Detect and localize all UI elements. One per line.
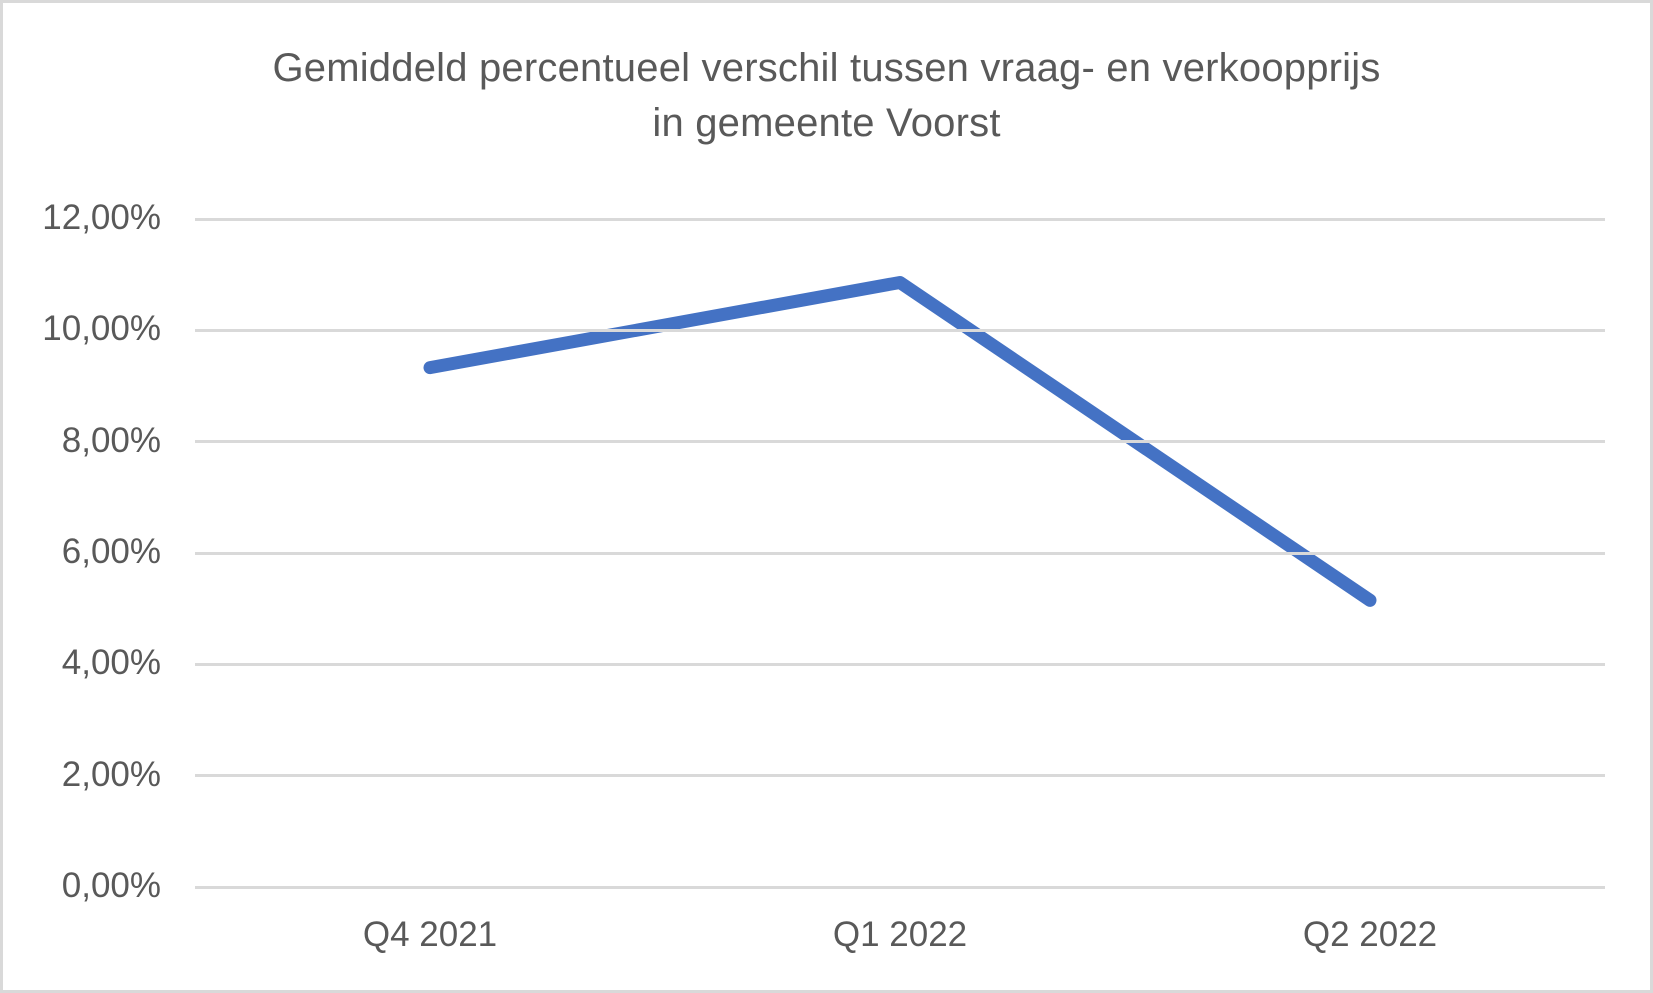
x-axis-tick-label: Q4 2021 <box>362 915 498 954</box>
chart-title-line2: in gemeente Voorst <box>652 101 1001 146</box>
series-line <box>423 275 1377 607</box>
x-axis-tick-label: Q2 2022 <box>1302 915 1438 954</box>
y-axis-tick-label: 12,00% <box>42 198 161 237</box>
gridline-10pct <box>195 328 1605 332</box>
gridline-6pct <box>195 551 1605 555</box>
y-axis-tick-label: 10,00% <box>42 309 161 349</box>
y-axis-tick-label: 0,00% <box>61 866 161 905</box>
chart-title-line1: Gemiddeld percentueel verschil tussen vr… <box>272 46 1381 90</box>
plot-area: 0,00% 2,00% 4,00% 6,00% 8,00% 10,00% 12,00% Q4 … <box>3 3 1650 990</box>
chart-title: Gemiddeld percentueel verschil tussen vr… <box>3 41 1650 151</box>
series-layer <box>423 275 1377 607</box>
y-axis-tick-label: 6,00% <box>61 532 161 571</box>
gridline-12pct <box>195 217 1605 221</box>
gridline-2pct <box>195 774 1605 778</box>
y-axis-tick-label: 2,00% <box>61 754 161 794</box>
y-axis-tick-label: 4,00% <box>61 643 161 683</box>
gridline-8pct <box>195 440 1605 444</box>
y-axis-tick-label: 8,00% <box>61 420 161 460</box>
x-axis-tick-label: Q1 2022 <box>832 915 968 954</box>
gridline-4pct <box>195 662 1605 666</box>
gridline-0pct <box>195 885 1605 889</box>
